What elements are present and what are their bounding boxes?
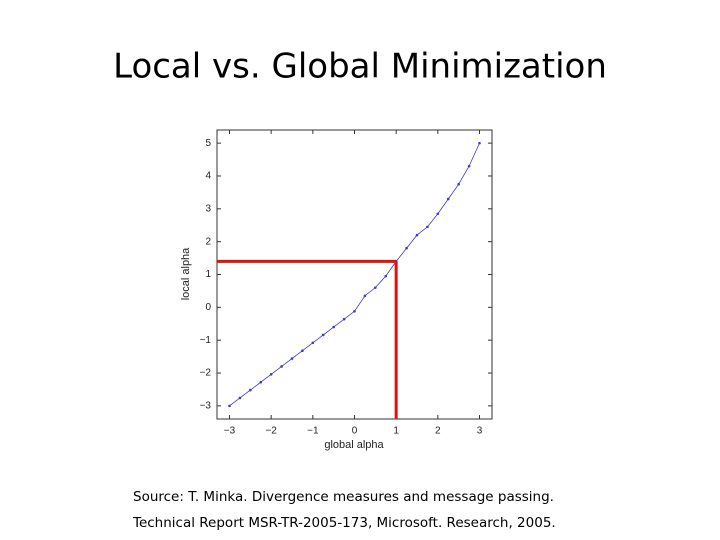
y-tick-label: 3 bbox=[205, 203, 211, 214]
data-point bbox=[353, 309, 356, 313]
data-line bbox=[229, 142, 480, 407]
data-point bbox=[426, 225, 429, 229]
y-tick-label: 2 bbox=[205, 236, 211, 247]
data-point bbox=[457, 182, 460, 186]
data-point bbox=[415, 233, 419, 237]
data-point bbox=[405, 246, 408, 250]
data-point bbox=[467, 164, 471, 168]
data-point bbox=[311, 341, 315, 345]
data-point bbox=[478, 141, 481, 145]
x-axis-label: global alpha bbox=[324, 439, 384, 451]
x-tick-label: 0 bbox=[352, 426, 358, 437]
data-point bbox=[259, 380, 263, 384]
slide-title: Local vs. Global Minimization bbox=[113, 47, 607, 87]
x-tick-label: 1 bbox=[393, 426, 399, 437]
data-point bbox=[301, 349, 304, 352]
y-tick-label: −2 bbox=[200, 368, 212, 379]
y-tick-label: −3 bbox=[200, 401, 212, 412]
y-tick-label: 0 bbox=[205, 302, 211, 313]
data-point bbox=[384, 274, 388, 278]
y-tick-label: 1 bbox=[205, 269, 211, 280]
data-point bbox=[321, 333, 325, 337]
data-point bbox=[436, 212, 440, 216]
data-point bbox=[238, 396, 242, 400]
data-point bbox=[228, 404, 231, 408]
data-point bbox=[269, 373, 273, 376]
x-tick-label: −2 bbox=[265, 426, 277, 437]
y-axis-label: local alpha bbox=[180, 247, 192, 300]
source-line: Source: T. Minka. Divergence measures an… bbox=[133, 489, 554, 505]
source-line: Technical Report MSR-TR-2005-173, Micros… bbox=[132, 515, 556, 531]
data-point bbox=[374, 286, 377, 289]
data-point bbox=[249, 388, 252, 392]
data-point bbox=[280, 365, 283, 368]
y-tick-label: 4 bbox=[205, 171, 211, 182]
data-point bbox=[332, 325, 335, 329]
x-tick-label: −1 bbox=[307, 426, 319, 437]
data-point bbox=[363, 294, 367, 298]
y-tick-label: −1 bbox=[200, 335, 212, 346]
data-point bbox=[290, 357, 294, 360]
data-point bbox=[342, 317, 346, 321]
plot-frame bbox=[216, 129, 493, 420]
x-tick-label: −3 bbox=[224, 426, 236, 437]
data-point bbox=[446, 197, 450, 201]
x-tick-label: 3 bbox=[477, 426, 483, 437]
x-tick-label: 2 bbox=[435, 426, 441, 437]
y-tick-label: 5 bbox=[205, 138, 211, 149]
